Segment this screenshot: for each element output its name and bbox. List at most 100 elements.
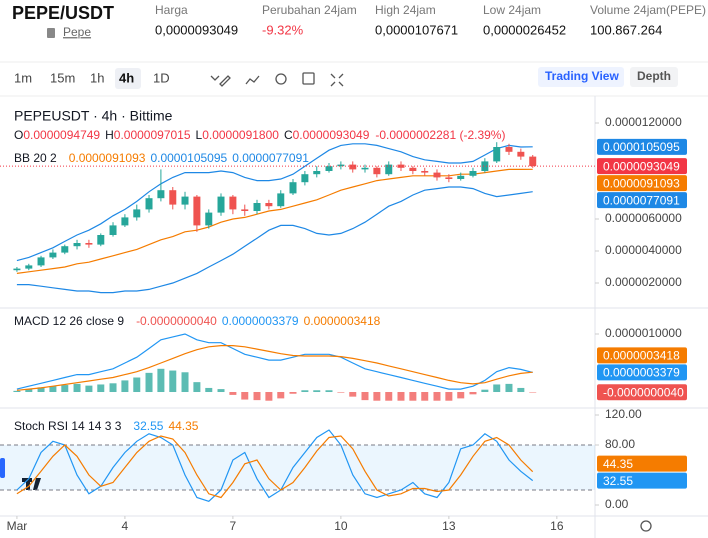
stat-value: 0,0000026452 bbox=[483, 22, 566, 37]
candle-body bbox=[61, 246, 69, 253]
candle-body bbox=[73, 243, 81, 247]
axis-badge bbox=[597, 472, 687, 489]
candle-body bbox=[301, 174, 309, 183]
stat-value: 100.867.264 bbox=[590, 22, 662, 37]
axis-badge-label: -0.0000000040 bbox=[603, 385, 684, 399]
macd-histogram-bar bbox=[325, 390, 333, 393]
indicator-name: Stoch RSI 14 14 3 3 bbox=[14, 419, 122, 433]
macd-histogram-bar bbox=[73, 383, 81, 393]
macd-histogram-bar bbox=[505, 383, 513, 393]
macd-histogram-bar bbox=[469, 392, 477, 395]
axis-badge-label: 0.0000093049 bbox=[603, 159, 680, 173]
settings-icon[interactable] bbox=[275, 73, 287, 85]
toolbar-icons bbox=[210, 72, 344, 87]
candle-body bbox=[493, 147, 501, 162]
pair-title: PEPE/USDT bbox=[12, 3, 114, 23]
indicator-value: 0.0000003379 bbox=[222, 314, 299, 328]
y-tick-label: 0.0000040000 bbox=[605, 243, 682, 257]
interval-button[interactable]: 15m bbox=[50, 70, 75, 85]
candle-body bbox=[457, 175, 465, 179]
macd-histogram-bar bbox=[397, 392, 405, 401]
macd-histogram-bar bbox=[229, 392, 237, 395]
macd-histogram-bar bbox=[49, 386, 57, 393]
save-icon[interactable] bbox=[302, 72, 315, 85]
interval-button[interactable]: 1D bbox=[153, 70, 170, 85]
draw-tool[interactable] bbox=[219, 75, 231, 87]
candle-body bbox=[265, 203, 273, 207]
interval-button[interactable]: 4h bbox=[119, 70, 134, 85]
stat-label: Harga bbox=[155, 3, 188, 17]
interval-button[interactable]: 1m bbox=[14, 70, 32, 85]
indicator-tool[interactable] bbox=[245, 75, 260, 85]
interval-button[interactable]: 1h bbox=[90, 70, 104, 85]
macd-histogram-bar bbox=[121, 380, 129, 393]
x-tick-label: 7 bbox=[230, 519, 237, 533]
tab-button[interactable]: Trading View bbox=[545, 69, 619, 83]
macd-histogram-bar bbox=[337, 392, 345, 393]
axis-badge-label: 0.0000077091 bbox=[603, 193, 680, 207]
indicator-value: 0.0000091093 bbox=[69, 151, 146, 165]
x-tick-label: 13 bbox=[442, 519, 456, 533]
stat-label: Volume 24jam(PEPE) bbox=[590, 3, 706, 17]
axis-settings-icon[interactable] bbox=[640, 520, 652, 532]
candle-body bbox=[433, 172, 441, 178]
macd-histogram-bar bbox=[289, 392, 297, 394]
stat-label: Low 24jam bbox=[483, 3, 541, 17]
axis-badge-label: 0.0000105095 bbox=[603, 140, 680, 154]
candle-body bbox=[49, 252, 57, 258]
stoch-line bbox=[16, 429, 534, 502]
y-tick-label: 80.00 bbox=[605, 437, 635, 451]
x-tick-label: Mar bbox=[7, 519, 28, 533]
y-tick-label: 0.0000060000 bbox=[605, 211, 682, 225]
ohlc-key: L bbox=[196, 128, 203, 142]
coin-icon bbox=[47, 28, 55, 38]
macd-histogram-bar bbox=[517, 387, 525, 393]
ohlc-value: 0.0000091800 bbox=[202, 128, 279, 142]
symbol-title: PEPEUSDT · 4h · Bittime bbox=[14, 108, 173, 124]
ohlc-key: H bbox=[105, 128, 114, 142]
candle-body bbox=[37, 257, 45, 266]
coin-link[interactable]: Pepe bbox=[63, 25, 91, 39]
candle-body bbox=[85, 243, 93, 245]
candle-body bbox=[169, 190, 177, 205]
macd-histogram-bar bbox=[445, 392, 453, 401]
y-tick-label: 0.0000020000 bbox=[605, 275, 682, 289]
macd-histogram-bar bbox=[361, 392, 369, 401]
stat-value: -9.32% bbox=[262, 22, 304, 37]
tab-button[interactable]: Depth bbox=[637, 69, 671, 83]
macd-histogram-bar bbox=[181, 372, 189, 393]
macd-histogram-bar bbox=[253, 392, 261, 401]
stat-value: 0,0000093049 bbox=[155, 22, 238, 37]
macd-histogram-bar bbox=[373, 392, 381, 401]
macd-histogram-bar bbox=[61, 385, 69, 393]
indicator-value: 32.55 bbox=[133, 419, 163, 433]
ohlc-change: -0.0000002281 (-2.39%) bbox=[375, 128, 505, 142]
macd-histogram-bar bbox=[109, 383, 117, 393]
side-tab[interactable] bbox=[0, 458, 5, 478]
bollinger-line bbox=[16, 186, 533, 294]
candle-body bbox=[145, 198, 153, 210]
axis-badge-label: 0.0000003379 bbox=[603, 366, 680, 380]
ohlc-value: 0.0000097015 bbox=[114, 128, 191, 142]
fullscreen-icon[interactable] bbox=[330, 73, 344, 87]
y-tick-label: 0.0000010000 bbox=[605, 326, 682, 340]
axis-badge bbox=[597, 455, 687, 472]
macd-histogram-bar bbox=[481, 389, 489, 393]
axis-badge bbox=[597, 364, 687, 381]
axis-badge-label: 0.0000003418 bbox=[603, 349, 680, 363]
candle-body bbox=[445, 177, 453, 179]
axis-badge bbox=[597, 384, 687, 401]
candle-body bbox=[157, 190, 165, 199]
axis-badge-label: 32.55 bbox=[603, 474, 633, 488]
ohlc-key: O bbox=[14, 128, 23, 142]
macd-histogram-bar bbox=[313, 390, 321, 393]
macd-histogram-bar bbox=[13, 390, 21, 393]
candle-body bbox=[13, 268, 21, 271]
macd-histogram-bar bbox=[409, 392, 417, 401]
axis-badge bbox=[597, 192, 687, 209]
stoch-band-fill bbox=[0, 445, 595, 491]
candle-body bbox=[313, 171, 321, 175]
dropdown-caret[interactable] bbox=[210, 75, 220, 81]
candle-body bbox=[289, 182, 297, 194]
